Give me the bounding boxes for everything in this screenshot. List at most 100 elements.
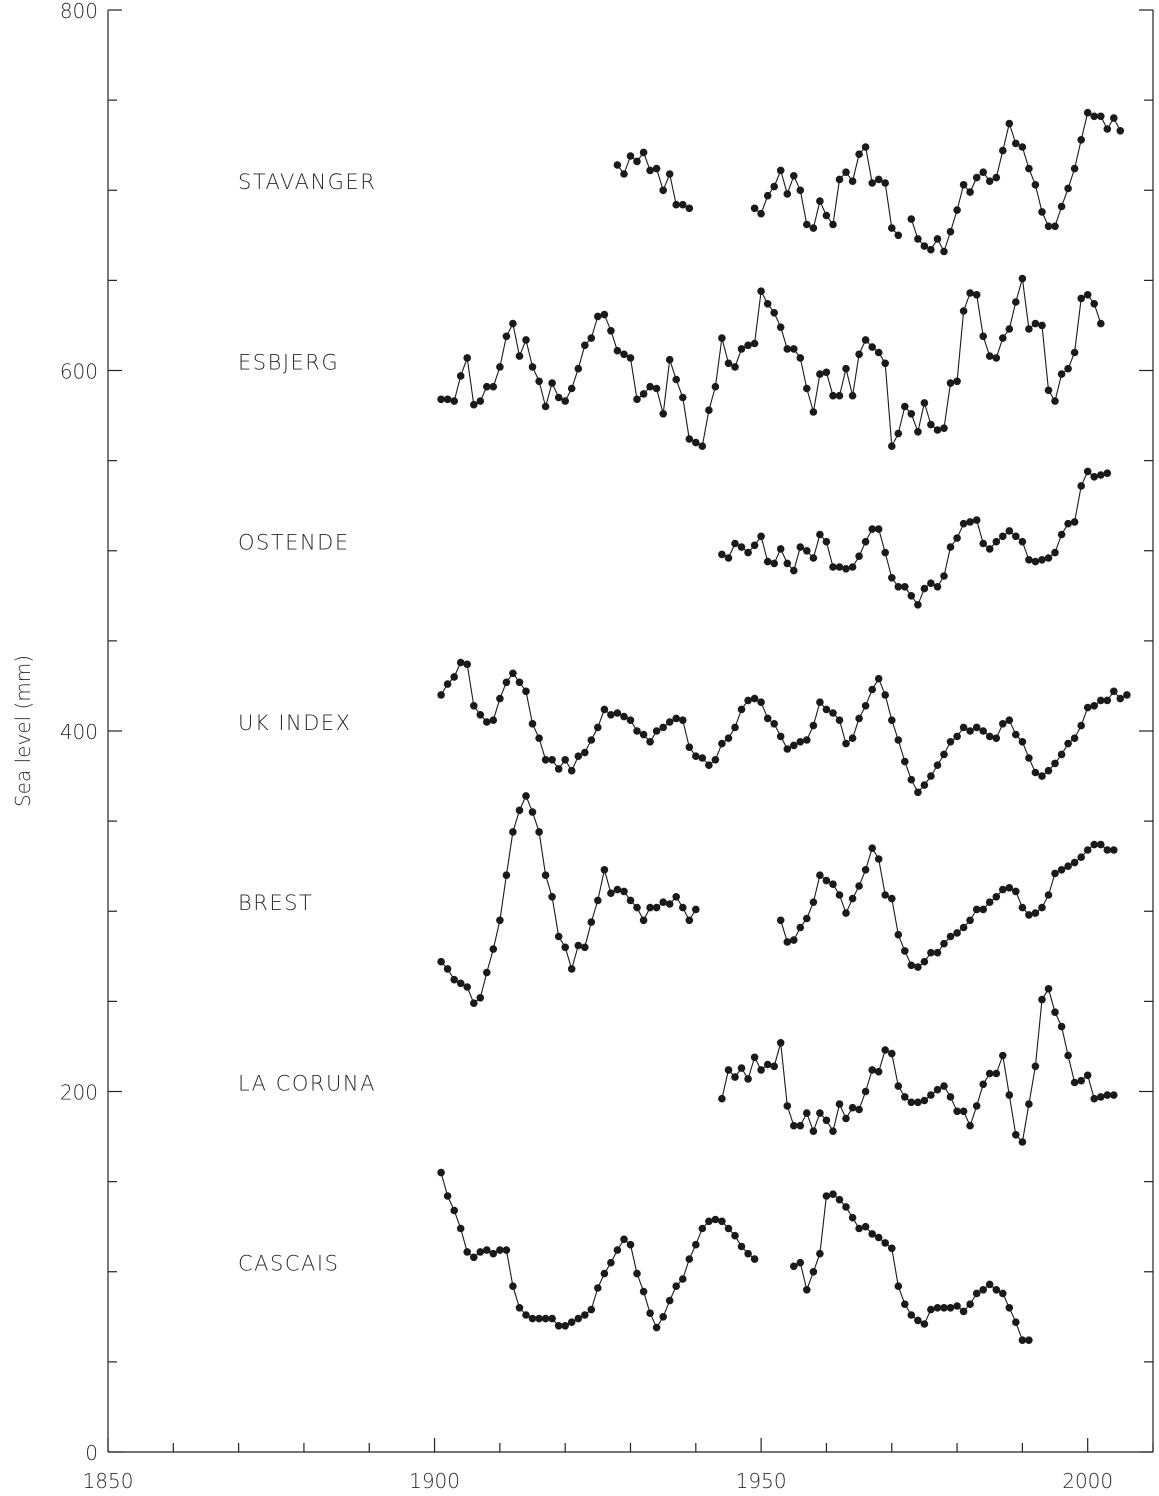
data-point	[1064, 185, 1072, 193]
data-point	[633, 396, 641, 404]
data-point	[881, 549, 889, 557]
data-point	[966, 518, 974, 526]
data-point	[666, 718, 674, 726]
data-point	[1064, 1052, 1072, 1060]
data-point	[1090, 113, 1098, 121]
data-point	[666, 170, 674, 178]
data-point	[581, 749, 589, 757]
data-point	[1019, 275, 1027, 283]
data-point	[764, 192, 772, 200]
data-point	[862, 336, 870, 344]
data-point	[875, 675, 883, 683]
data-point	[712, 1216, 720, 1224]
data-point	[960, 520, 968, 528]
data-point	[842, 1203, 850, 1211]
data-point	[803, 736, 811, 744]
data-point	[509, 670, 517, 678]
data-point	[836, 1196, 844, 1204]
data-point	[1006, 325, 1014, 333]
data-point	[797, 738, 805, 746]
data-point	[999, 147, 1007, 155]
data-point	[1051, 1008, 1059, 1016]
data-point	[679, 201, 687, 209]
data-point	[849, 563, 857, 571]
data-point	[849, 177, 857, 185]
data-point	[966, 1300, 974, 1308]
data-point	[575, 752, 583, 760]
data-point	[888, 442, 896, 450]
data-point	[568, 1318, 576, 1326]
data-point	[979, 1286, 987, 1294]
data-point	[1019, 538, 1027, 546]
data-point	[1012, 1318, 1020, 1326]
data-point	[457, 372, 465, 380]
data-point	[960, 724, 968, 732]
data-point	[960, 1308, 968, 1316]
data-point	[895, 1082, 903, 1090]
data-point	[1084, 468, 1092, 476]
data-point	[548, 893, 556, 901]
data-point	[509, 1282, 517, 1290]
data-point	[1058, 1023, 1066, 1031]
data-point	[1058, 203, 1066, 211]
data-point	[770, 720, 778, 728]
data-point	[463, 1248, 471, 1256]
data-point	[823, 706, 831, 714]
data-point	[738, 1243, 746, 1251]
data-point	[953, 378, 961, 386]
data-point	[555, 933, 563, 941]
x-tick-label: 1950	[736, 1469, 787, 1493]
data-point	[594, 724, 602, 732]
data-point	[1025, 1336, 1033, 1344]
data-point	[503, 871, 511, 879]
data-point	[548, 1315, 556, 1323]
data-point	[849, 392, 857, 400]
data-point	[803, 1286, 811, 1294]
station-label: STAVANGER	[238, 170, 376, 194]
data-point	[973, 906, 981, 914]
data-point	[529, 1315, 537, 1323]
data-point	[542, 756, 550, 764]
data-point	[868, 1230, 876, 1238]
data-point	[921, 1097, 929, 1105]
data-point	[777, 1039, 785, 1047]
data-point	[921, 399, 929, 407]
data-point	[777, 323, 785, 331]
data-point	[1012, 888, 1020, 896]
data-point	[725, 1225, 733, 1233]
data-point	[764, 715, 772, 723]
data-point	[927, 772, 935, 780]
data-point	[437, 396, 445, 404]
data-point	[666, 1297, 674, 1305]
data-point	[1077, 722, 1085, 730]
data-point	[1045, 554, 1053, 562]
data-point	[966, 289, 974, 297]
data-point	[855, 351, 863, 359]
data-point	[784, 560, 792, 568]
data-point	[908, 1099, 916, 1107]
data-point	[862, 1223, 870, 1231]
data-point	[940, 1082, 948, 1090]
data-point	[862, 702, 870, 710]
data-point	[731, 363, 739, 371]
data-point	[823, 1117, 831, 1125]
data-point	[1038, 996, 1046, 1004]
data-point	[672, 893, 680, 901]
series-line	[441, 663, 1127, 793]
data-point	[855, 882, 863, 890]
data-point	[986, 1281, 994, 1289]
data-point	[686, 435, 694, 443]
data-point	[816, 531, 824, 539]
series-la-coruna	[718, 985, 1117, 1146]
data-point	[1097, 320, 1105, 328]
data-point	[744, 549, 752, 557]
data-point	[829, 563, 837, 571]
data-point	[784, 190, 792, 198]
data-point	[490, 945, 498, 953]
y-tick-label: 200	[60, 1081, 98, 1105]
data-point	[1064, 520, 1072, 528]
data-point	[1077, 482, 1085, 490]
data-point	[993, 538, 1001, 546]
data-point	[1006, 527, 1014, 535]
data-point	[921, 585, 929, 593]
